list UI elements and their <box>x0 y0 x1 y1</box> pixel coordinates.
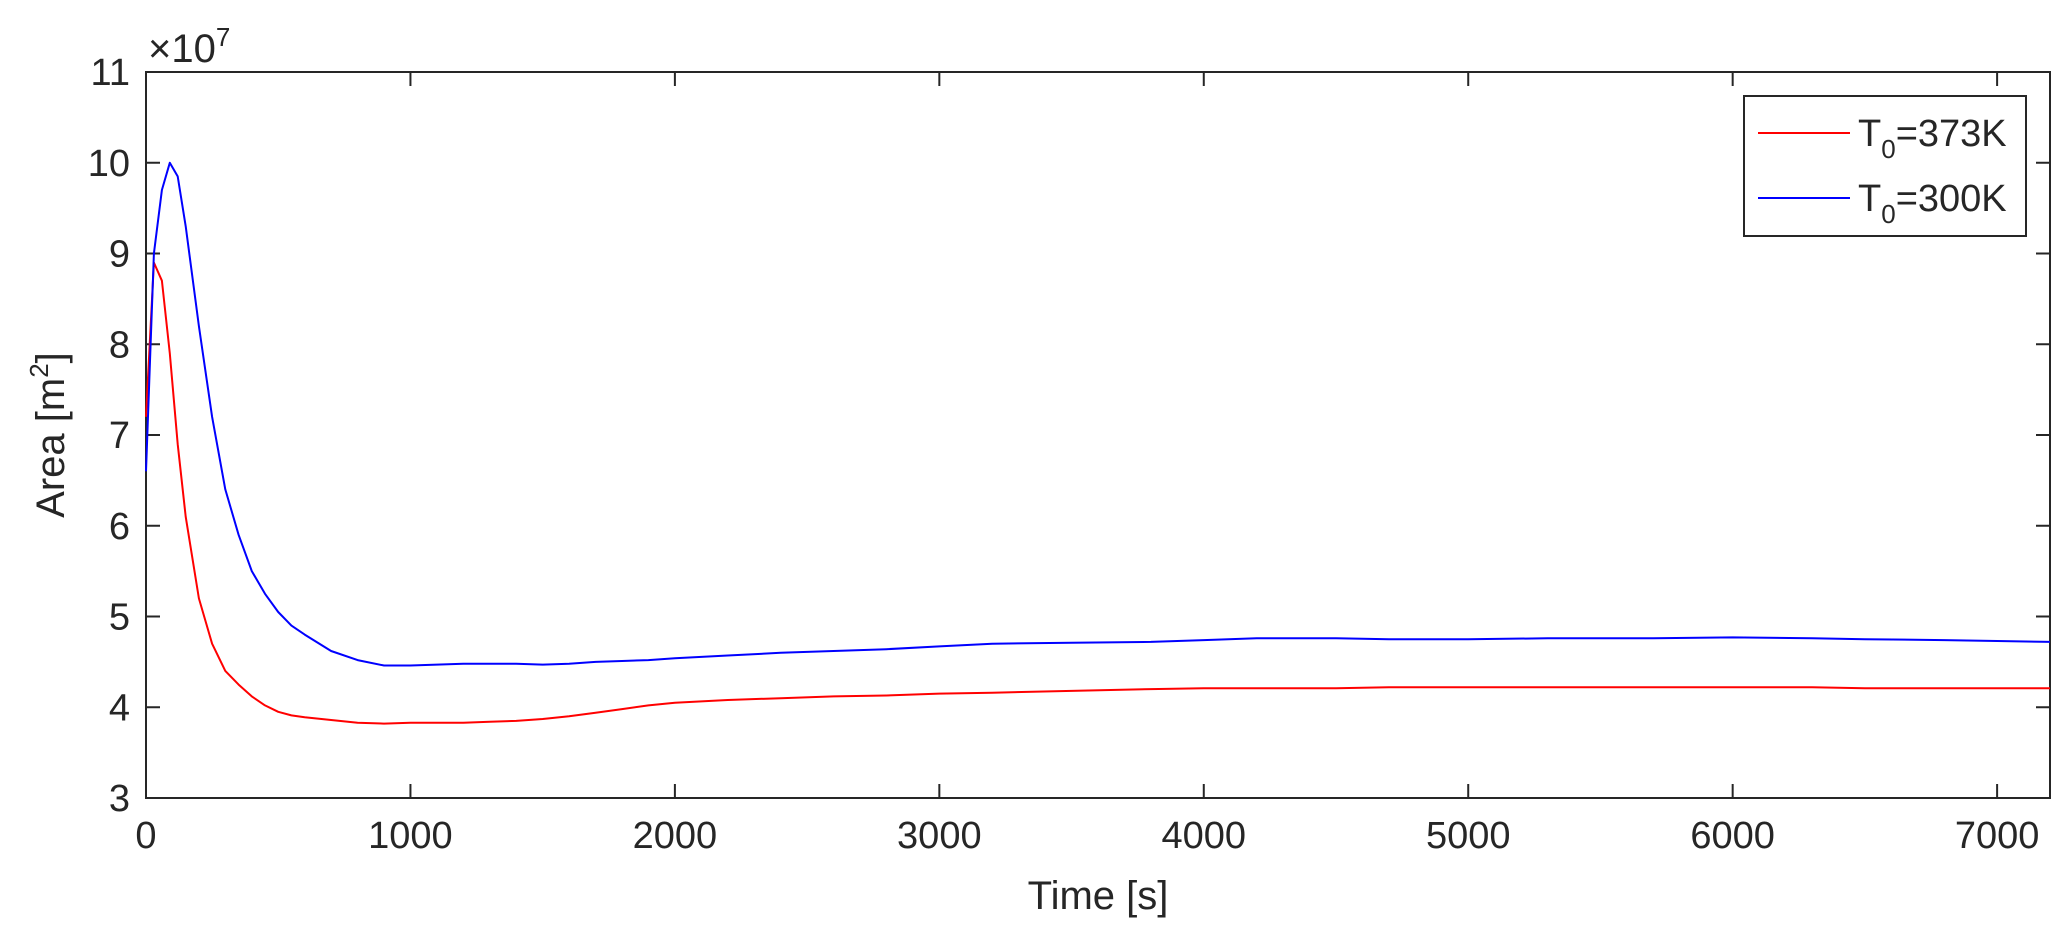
x-tick-label: 3000 <box>897 815 982 857</box>
x-tick-label: 0 <box>135 815 156 857</box>
y-axis-exponent: ×107 <box>148 22 230 71</box>
y-tick-label: 7 <box>109 415 130 457</box>
legend-label-t0-373k: T0=373K <box>1858 113 2007 164</box>
x-axis-title: Time [s] <box>1028 874 1169 918</box>
y-tick-label: 10 <box>88 143 130 185</box>
plot-area <box>145 71 2051 799</box>
y-tick-label: 3 <box>109 778 130 820</box>
x-axis-ticks: 0 1000 2000 3000 4000 5000 6000 7000 <box>135 72 2039 857</box>
legend-box <box>1743 95 2027 237</box>
y-tick-label: 9 <box>109 234 130 276</box>
legend-label-t0-300k: T0=300K <box>1858 178 2007 229</box>
y-tick-label: 5 <box>109 597 130 639</box>
y-tick-label: 6 <box>109 506 130 548</box>
legend: T0=373K T0=300K <box>1743 95 2027 237</box>
y-axis-ticks: 3 4 5 6 7 8 9 10 11 <box>88 52 2050 820</box>
series-lines <box>145 161 2051 725</box>
x-tick-label: 5000 <box>1426 815 1511 857</box>
x-tick-label: 2000 <box>633 815 718 857</box>
y-tick-label: 4 <box>109 687 130 729</box>
y-axis-title: Area [m2] <box>24 352 73 518</box>
x-tick-label: 7000 <box>1955 815 2040 857</box>
x-tick-label: 1000 <box>368 815 453 857</box>
y-tick-label: 11 <box>91 52 130 94</box>
series-line-0 <box>145 261 2050 725</box>
series-line-1 <box>145 161 2051 667</box>
x-tick-label: 4000 <box>1162 815 1247 857</box>
x-tick-label: 6000 <box>1690 815 1775 857</box>
y-tick-label: 8 <box>109 324 130 366</box>
